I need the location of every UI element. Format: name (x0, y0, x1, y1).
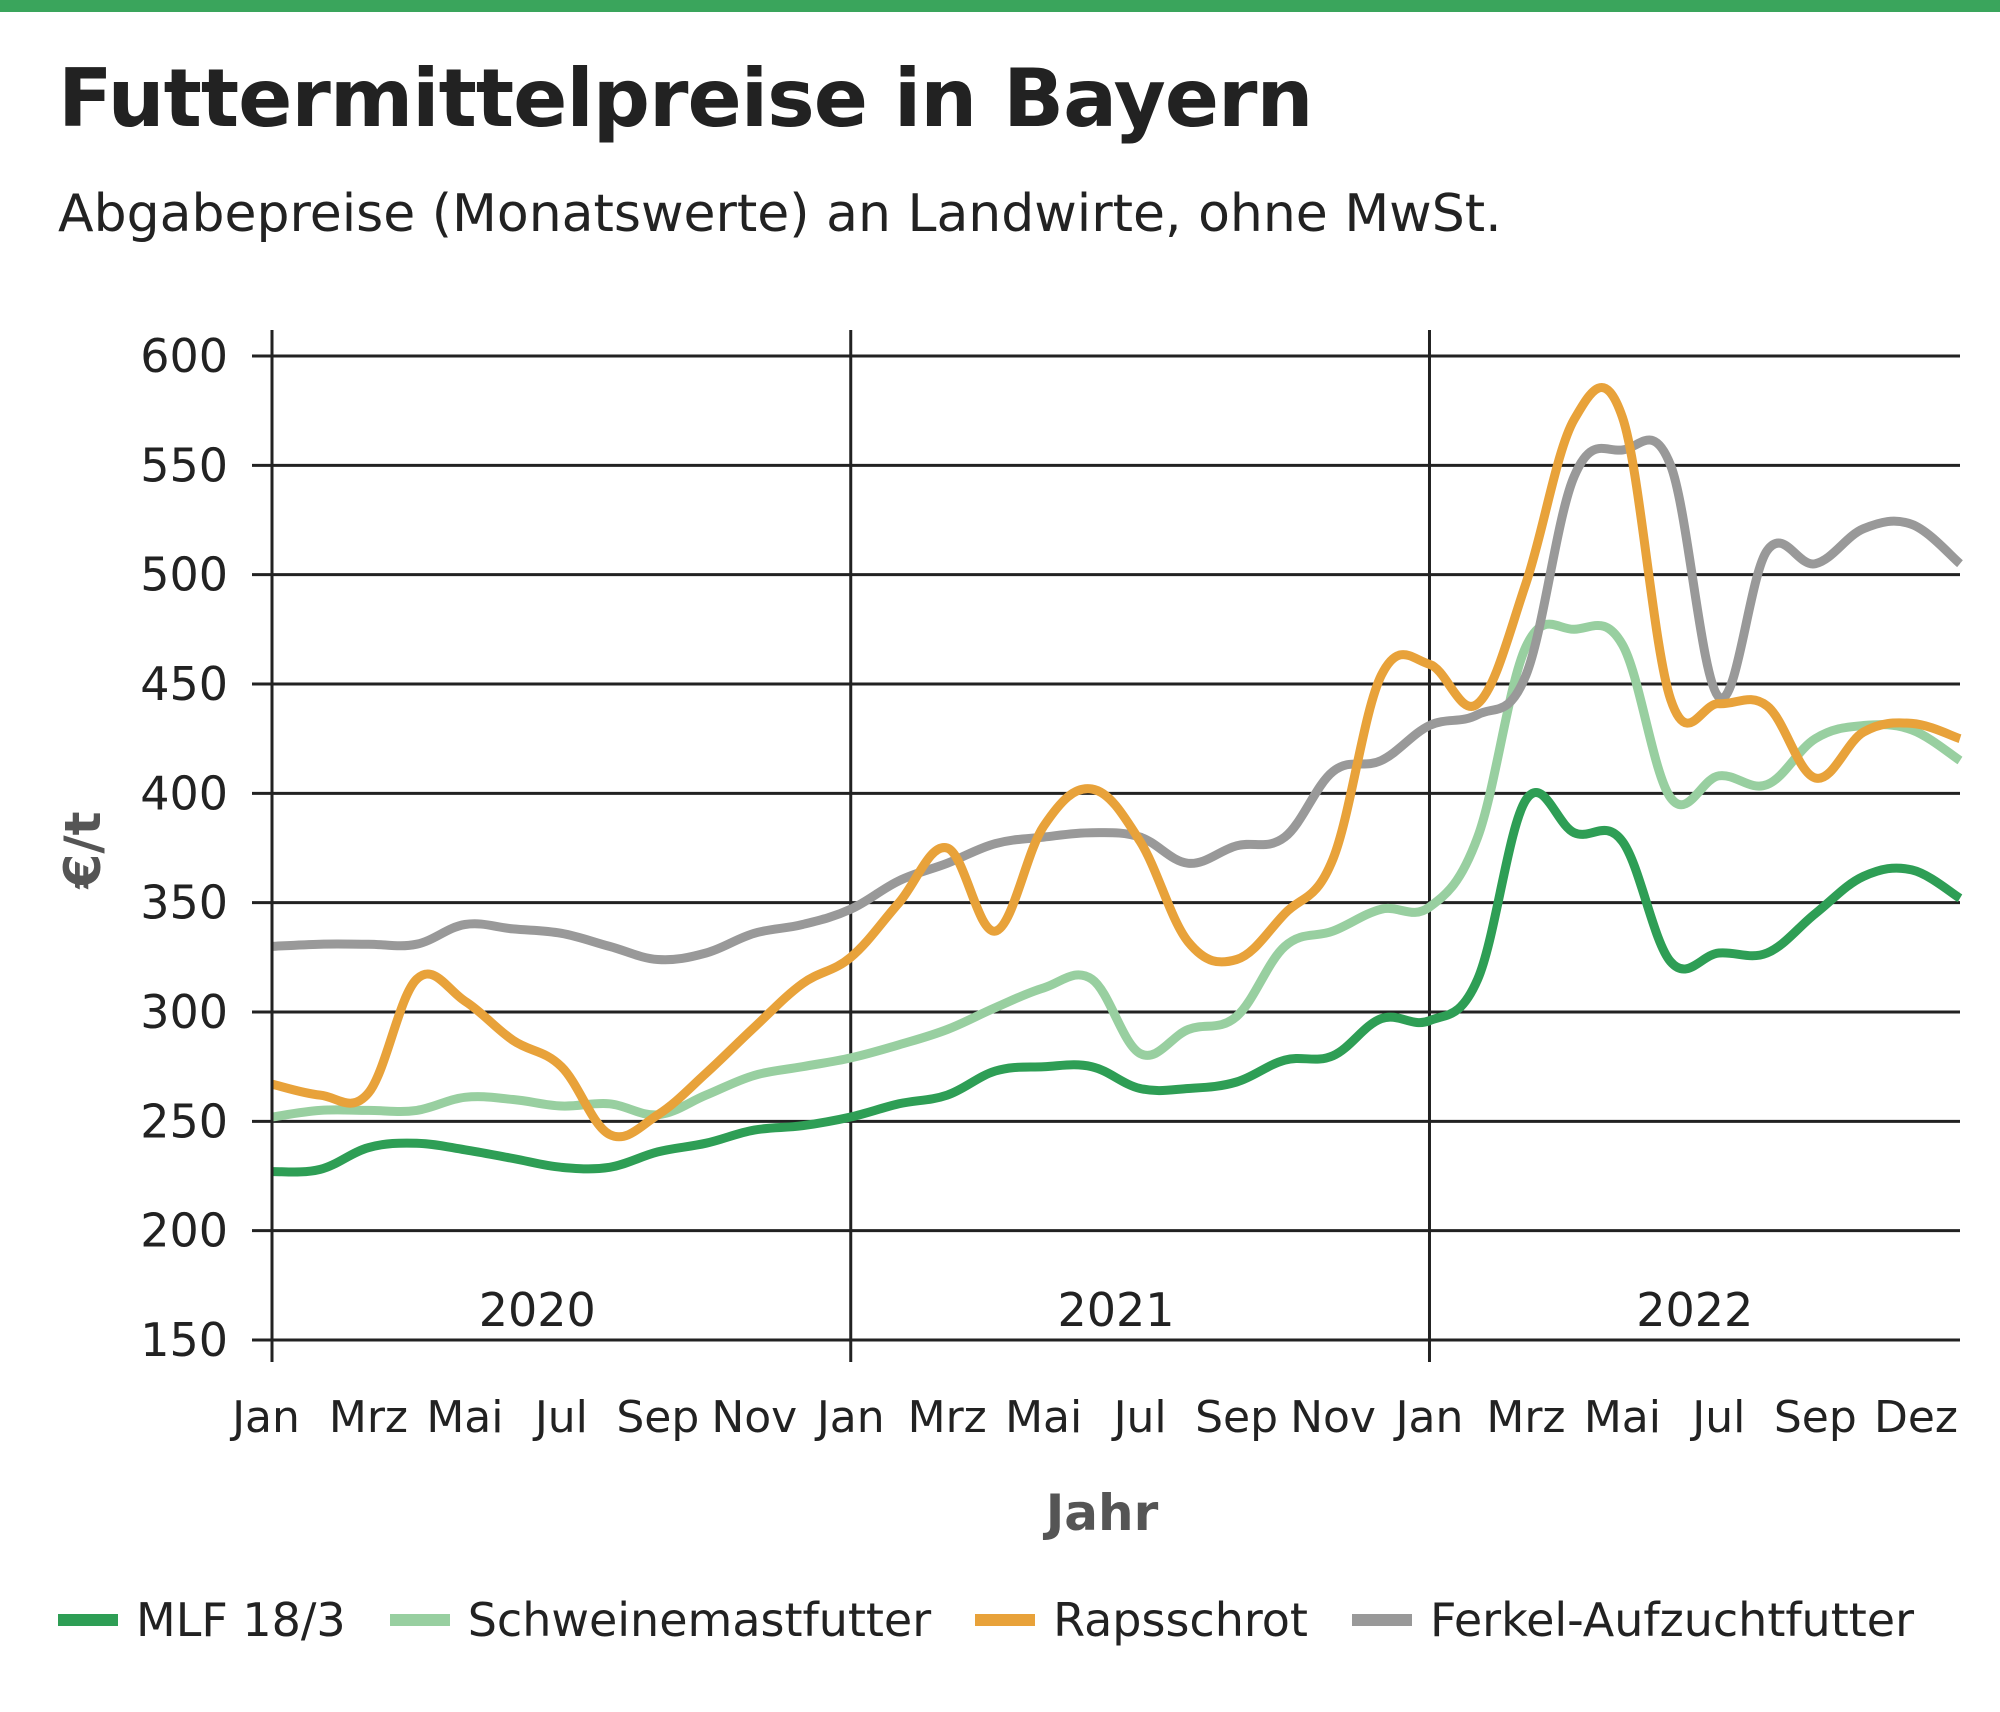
x-tick-sep-10: Sep (1195, 1392, 1278, 1443)
x-tick-dez-17: Dez (1874, 1392, 1958, 1443)
x-tick-mai-8: Mai (1005, 1392, 1082, 1443)
x-tick-mrz-1: Mrz (329, 1392, 408, 1443)
x-tick-mai-2: Mai (426, 1392, 503, 1443)
x-tick-mai-14: Mai (1584, 1392, 1661, 1443)
y-tick-450: 450 (140, 657, 228, 711)
x-tick-jul-15: Jul (1689, 1392, 1745, 1443)
x-tick-nov-5: Nov (711, 1392, 797, 1443)
series-line-mlf-18-3 (271, 788, 1963, 1177)
legend-item-rapsschrot: Rapsschrot (975, 1593, 1308, 1647)
series-line-rapsschrot (270, 383, 1962, 1142)
series-line-schweinemastfutter (271, 619, 1963, 1122)
y-tick-labels: 150 200 250 300 350 400 450 500 550 600 (140, 329, 228, 1367)
x-tick-sep-16: Sep (1774, 1392, 1857, 1443)
x-tick-jan-6: Jan (814, 1392, 885, 1443)
y-tick-250: 250 (140, 1094, 228, 1148)
legend-item-ferkel-aufzuchtfutter: Ferkel-Aufzuchtfutter (1351, 1593, 1914, 1647)
y-tick-150: 150 (140, 1313, 228, 1367)
y-axis-label: €/t (54, 812, 112, 890)
legend-label-rapsschrot: Rapsschrot (1053, 1593, 1308, 1647)
y-tick-400: 400 (140, 766, 228, 820)
legend-swatch-ferkel-aufzuchtfutter (1351, 1614, 1412, 1626)
x-tick-jul-3: Jul (532, 1392, 588, 1443)
legend-label-ferkel-aufzuchtfutter: Ferkel-Aufzuchtfutter (1429, 1593, 1914, 1647)
year-label-2022: 2022 (1636, 1283, 1753, 1337)
series-line-ferkel-aufzuchtfutter (271, 435, 1963, 965)
chart-title: Futtermittelpreise in Bayern (58, 52, 1313, 145)
grid-lines (252, 330, 1960, 1362)
x-tick-mrz-7: Mrz (908, 1392, 987, 1443)
year-labels: 2020 2021 2022 (479, 1283, 1754, 1337)
x-tick-nov-11: Nov (1290, 1392, 1376, 1443)
legend-item-schweinemastfutter: Schweinemastfutter (389, 1593, 932, 1647)
x-tick-mrz-13: Mrz (1486, 1392, 1565, 1443)
y-tick-350: 350 (140, 876, 228, 930)
legend-swatch-rapsschrot (975, 1614, 1036, 1626)
series-lines (270, 383, 1963, 1177)
y-tick-500: 500 (140, 548, 228, 602)
legend-label-schweinemastfutter: Schweinemastfutter (467, 1593, 932, 1647)
accent-bar (0, 0, 2000, 12)
x-axis-label: Jahr (1043, 1484, 1159, 1542)
year-label-2020: 2020 (479, 1283, 596, 1337)
y-tick-300: 300 (140, 985, 228, 1039)
chart-subtitle: Abgabepreise (Monatswerte) an Landwirte,… (58, 184, 1502, 244)
legend-item-mlf-18-3: MLF 18/3 (58, 1593, 346, 1647)
y-tick-600: 600 (140, 329, 228, 383)
x-tick-labels: Jan Mrz Mai Jul Sep Nov Jan Mrz Mai Jul Sep Nov Jan M… (229, 1392, 1958, 1443)
x-tick-jan-0: Jan (229, 1392, 300, 1443)
x-tick-jul-9: Jul (1111, 1392, 1167, 1443)
legend-swatch-schweinemastfutter (389, 1614, 450, 1626)
year-label-2021: 2021 (1057, 1283, 1174, 1337)
x-tick-sep-4: Sep (616, 1392, 699, 1443)
legend-label-mlf-18-3: MLF 18/3 (136, 1593, 346, 1647)
y-tick-550: 550 (140, 438, 228, 492)
x-tick-jan-12: Jan (1393, 1392, 1464, 1443)
legend-swatch-mlf-18-3 (58, 1614, 118, 1626)
y-tick-200: 200 (140, 1204, 228, 1258)
legend: MLF 18/3 Schweinemastfutter Rapsschrot Ferk… (58, 1590, 1958, 1650)
